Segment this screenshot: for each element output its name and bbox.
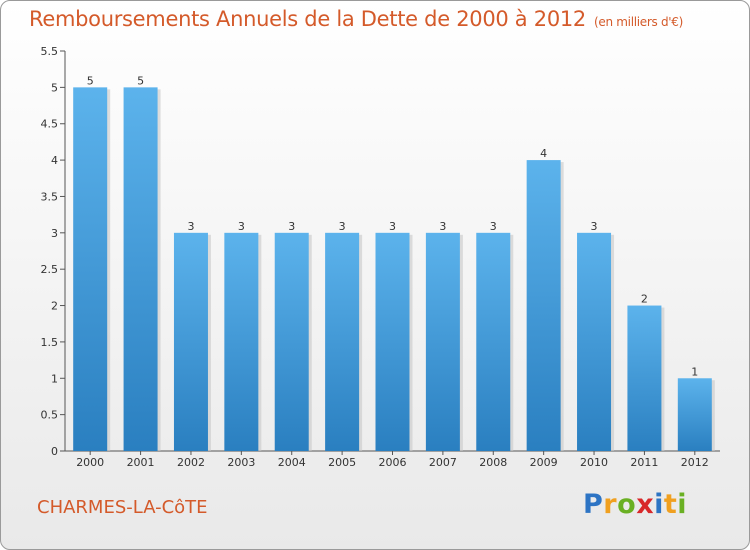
x-tick-label: 2004 (278, 456, 306, 469)
x-tick-label: 2008 (479, 456, 507, 469)
data-label: 3 (339, 220, 346, 233)
data-label: 3 (187, 220, 194, 233)
y-tick-label: 1 (51, 372, 58, 385)
data-label: 3 (238, 220, 245, 233)
commune-name: CHARMES-LA-CôTE (37, 497, 208, 518)
y-tick-label: 4.5 (41, 118, 59, 131)
x-tick-label: 2002 (177, 456, 205, 469)
y-tick-label: 0.5 (41, 409, 59, 422)
x-tick-label: 2000 (76, 456, 104, 469)
y-tick-label: 0 (51, 445, 58, 458)
x-tick-label: 2011 (630, 456, 658, 469)
y-tick-label: 3.5 (41, 190, 59, 203)
data-label: 3 (439, 220, 446, 233)
data-label: 2 (641, 293, 648, 306)
data-label: 3 (591, 220, 598, 233)
y-tick-label: 1.5 (41, 336, 59, 349)
x-tick-label: 2012 (681, 456, 709, 469)
y-tick-label: 5 (51, 81, 58, 94)
logo-letter: r (603, 489, 618, 520)
logo-letter: i (654, 489, 664, 520)
data-label: 3 (288, 220, 295, 233)
bar (425, 232, 460, 451)
bar (627, 305, 662, 451)
x-tick-label: 2003 (227, 456, 255, 469)
y-tick-label: 2 (51, 300, 58, 313)
y-tick-label: 2.5 (41, 263, 59, 276)
data-label: 1 (691, 365, 698, 378)
data-label: 5 (137, 74, 144, 87)
bar (173, 232, 208, 451)
chart-unit: (en milliers d'€) (594, 15, 684, 29)
proxiti-logo: Proxiti (583, 489, 687, 520)
bar (73, 87, 108, 451)
y-tick-label: 4 (51, 154, 58, 167)
bar (677, 378, 712, 451)
bar (375, 232, 410, 451)
bar (224, 232, 259, 451)
data-label: 4 (540, 147, 547, 160)
data-label: 3 (389, 220, 396, 233)
bar (123, 87, 158, 451)
x-tick-label: 2010 (580, 456, 608, 469)
bar (476, 232, 511, 451)
chart-title: Remboursements Annuels de la Dette de 20… (29, 7, 684, 31)
y-tick-label: 3 (51, 227, 58, 240)
logo-letter: o (617, 489, 637, 520)
logo-letter: i (677, 489, 688, 520)
logo-letter: P (583, 489, 604, 520)
bar (577, 232, 612, 451)
x-tick-label: 2007 (429, 456, 457, 469)
x-tick-label: 2005 (328, 456, 356, 469)
bar (274, 232, 309, 451)
data-label: 5 (87, 74, 94, 87)
data-label: 3 (490, 220, 497, 233)
x-tick-label: 2001 (127, 456, 155, 469)
logo-letter: t (663, 489, 678, 520)
y-tick-label: 5.5 (41, 45, 59, 58)
x-tick-label: 2009 (530, 456, 558, 469)
x-tick-label: 2006 (379, 456, 407, 469)
bar (526, 160, 561, 451)
bar (325, 232, 360, 451)
logo-letter: x (636, 489, 655, 520)
